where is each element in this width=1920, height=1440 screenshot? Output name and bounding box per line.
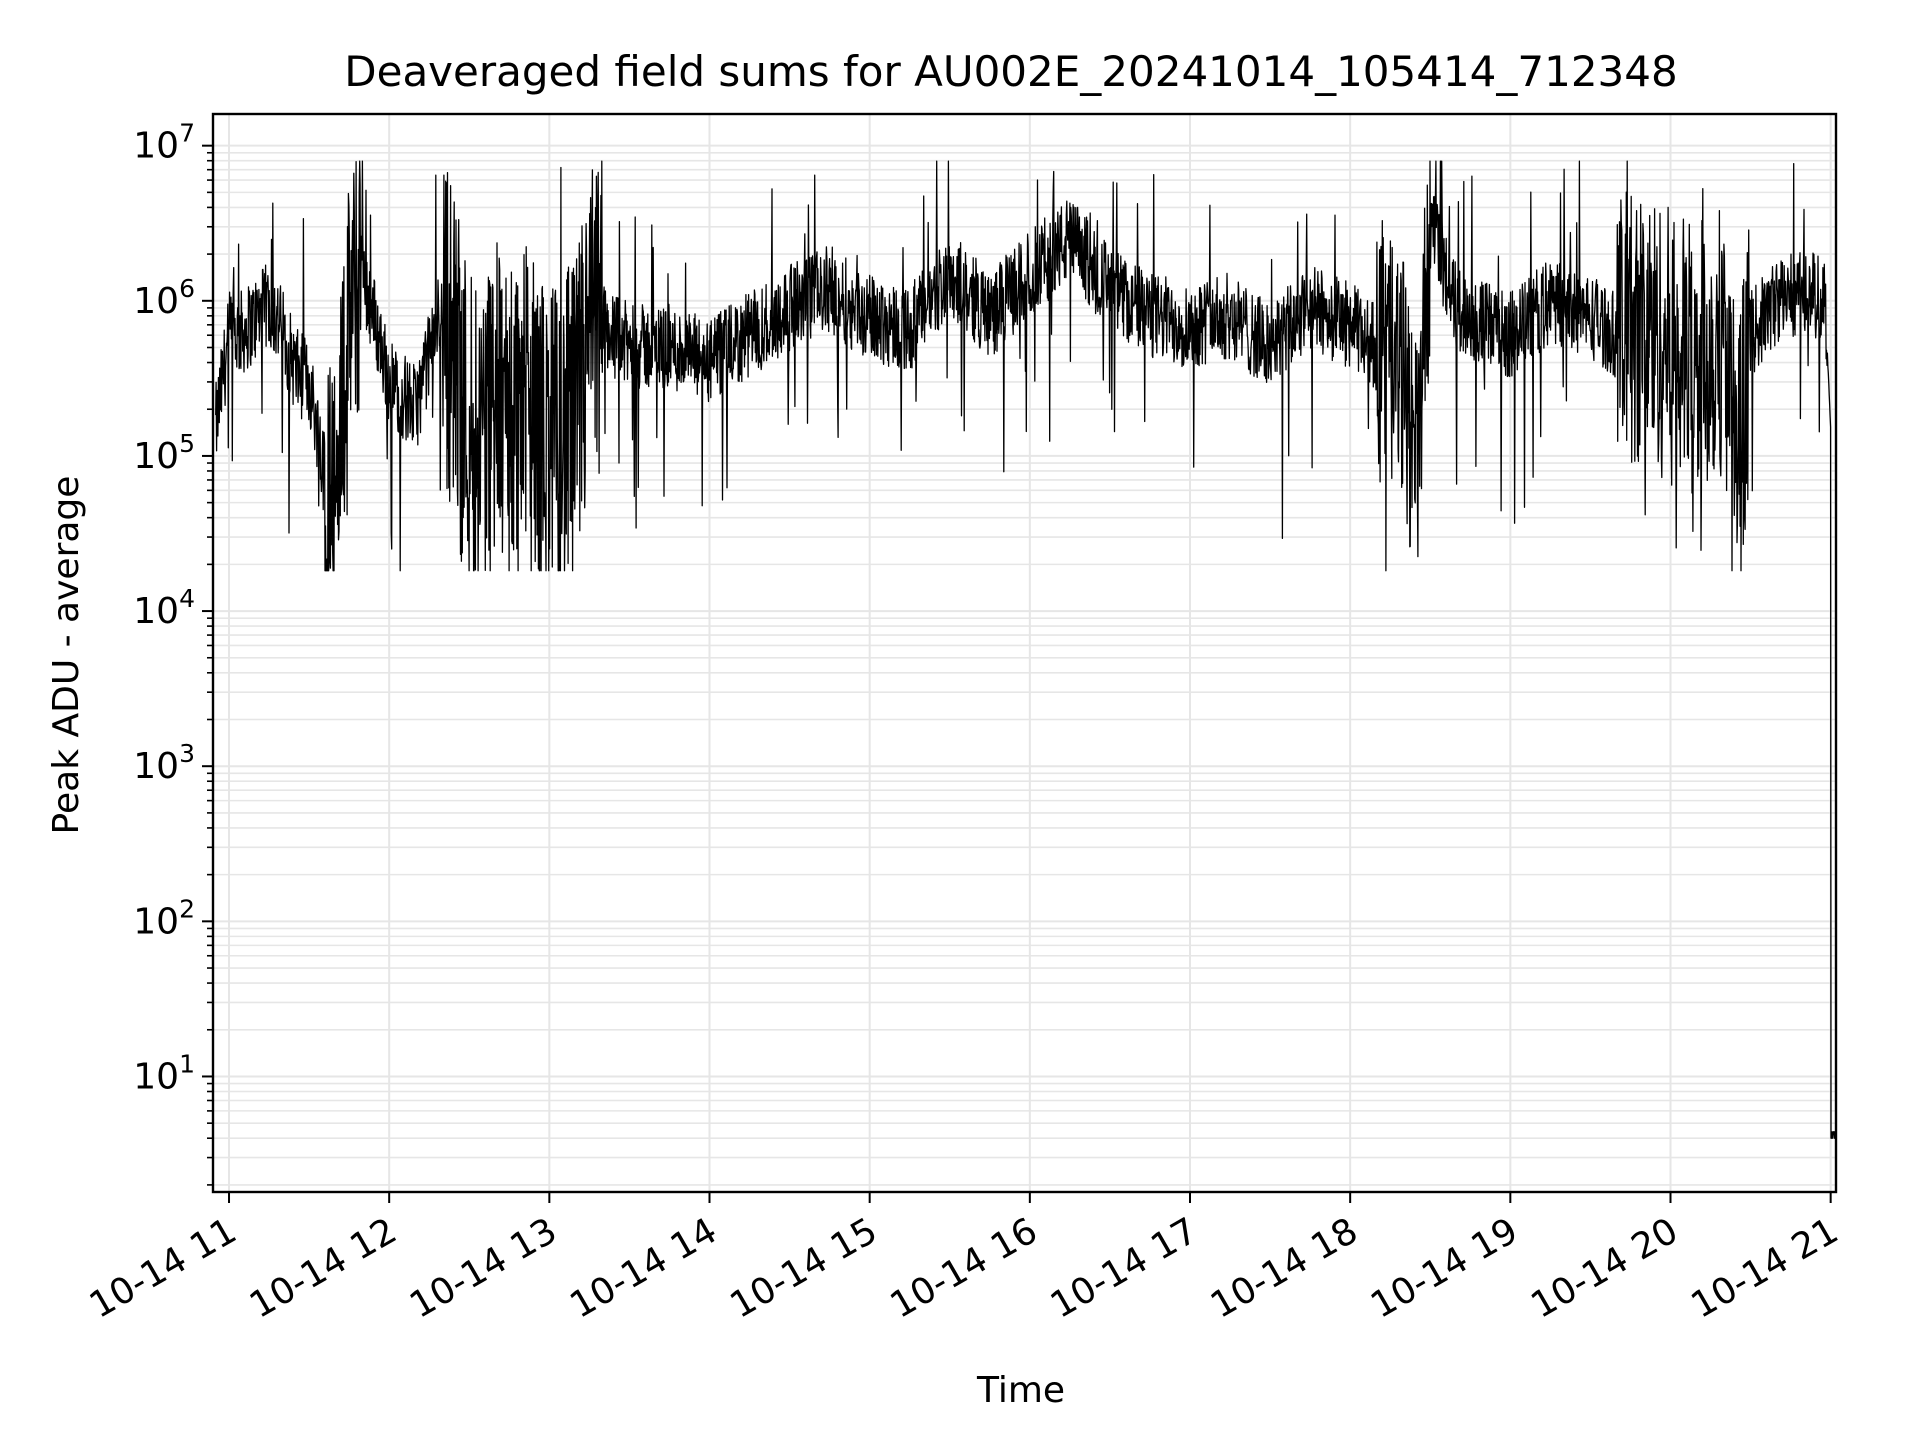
- series-line: [215, 160, 1837, 1139]
- grid-lines: [213, 114, 1836, 1192]
- y-tick-label: 101: [133, 1049, 195, 1097]
- y-axis-label: Peak ADU - average: [46, 476, 87, 835]
- plot-area: [215, 160, 1837, 1139]
- y-tick-label: 103: [133, 739, 195, 787]
- y-tick-label: 106: [133, 274, 195, 322]
- y-tick-label: 102: [133, 894, 195, 942]
- plot-frame: [211, 112, 1838, 1194]
- x-axis-label: Time: [976, 1370, 1065, 1411]
- y-tick-label: 105: [133, 429, 195, 477]
- y-tick-label: 104: [133, 584, 195, 632]
- chart-title: Deaveraged field sums for AU002E_2024101…: [344, 47, 1677, 96]
- y-tick-label: 107: [133, 119, 195, 167]
- y-axis: 101 102 103 104 105 106 107: [133, 119, 213, 1186]
